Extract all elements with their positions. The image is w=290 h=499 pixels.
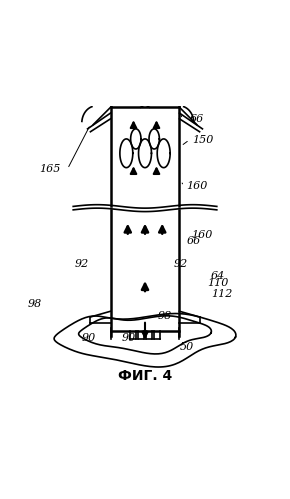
- Text: 112: 112: [211, 289, 233, 299]
- Text: 150: 150: [192, 135, 214, 145]
- Text: ФИГ. 4: ФИГ. 4: [118, 369, 172, 383]
- Text: 50: 50: [180, 342, 194, 352]
- Text: 92: 92: [174, 259, 188, 269]
- Text: 165: 165: [39, 164, 60, 174]
- Text: 66: 66: [190, 114, 204, 124]
- Text: 98: 98: [27, 299, 41, 309]
- Text: 90: 90: [82, 333, 96, 343]
- Text: 160: 160: [187, 181, 208, 191]
- Text: 98: 98: [158, 311, 172, 321]
- Text: 64: 64: [211, 271, 225, 281]
- Text: 92: 92: [75, 259, 89, 269]
- Text: 90: 90: [122, 333, 136, 343]
- Text: 160: 160: [191, 230, 212, 240]
- Text: 66: 66: [187, 237, 201, 247]
- Text: 110: 110: [207, 277, 228, 287]
